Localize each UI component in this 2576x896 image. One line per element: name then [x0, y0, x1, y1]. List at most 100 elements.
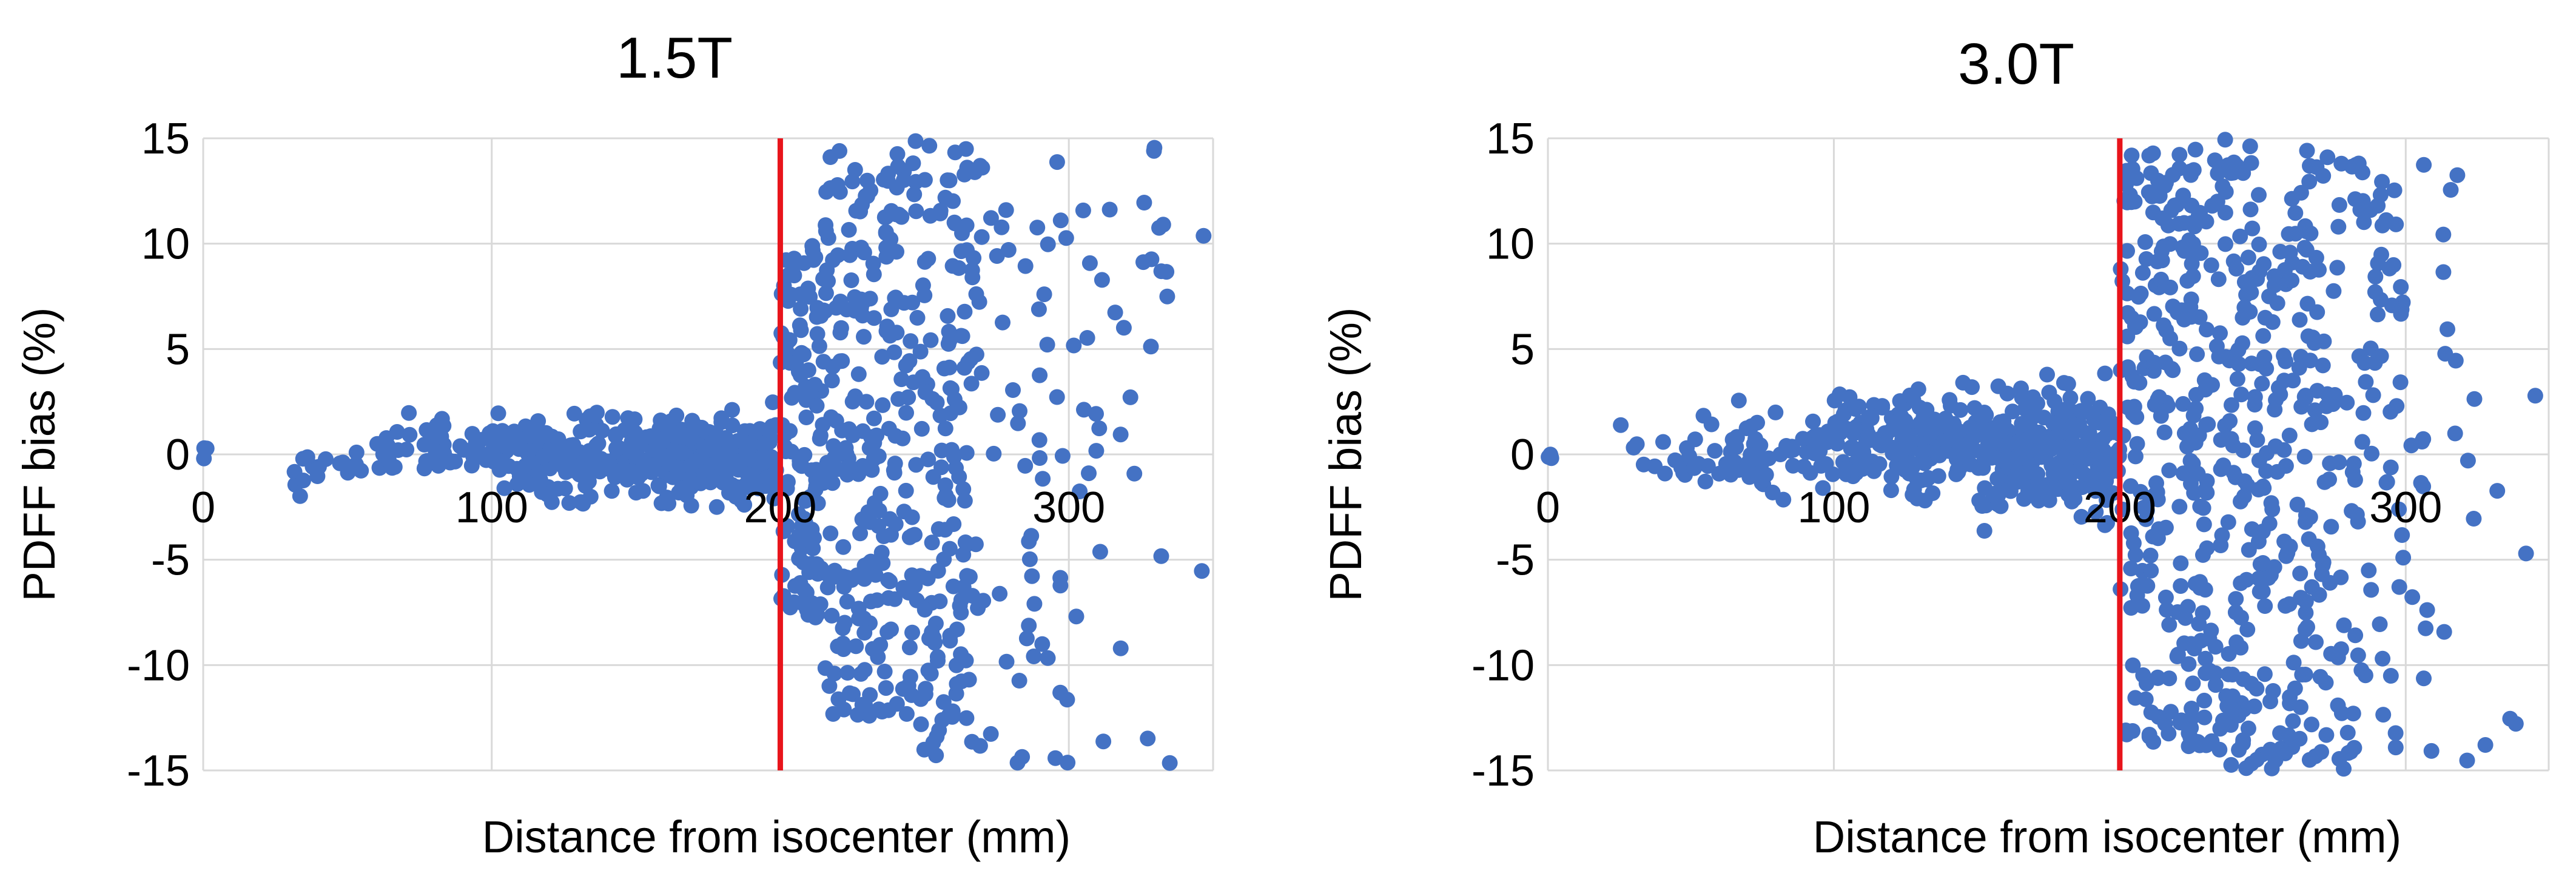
data-point — [850, 601, 867, 617]
data-point — [913, 716, 929, 732]
data-point — [2146, 306, 2162, 322]
data-point — [2314, 566, 2330, 582]
data-point — [900, 389, 916, 405]
x-tick-label: 0 — [191, 483, 215, 532]
data-point — [998, 202, 1014, 218]
data-point — [1052, 578, 1069, 594]
data-point — [2251, 187, 2267, 203]
data-point — [2229, 371, 2245, 387]
data-point — [2367, 269, 2384, 285]
data-point — [557, 480, 573, 497]
data-point — [2387, 725, 2404, 741]
data-point — [882, 328, 898, 344]
data-point — [957, 303, 973, 320]
data-point — [1107, 305, 1123, 321]
data-point — [1031, 432, 1048, 448]
data-point — [998, 653, 1015, 670]
data-point — [2145, 733, 2162, 750]
data-point — [2161, 670, 2177, 687]
data-point — [1112, 426, 1129, 443]
data-point — [817, 660, 833, 676]
y-tick-label: 15 — [141, 115, 190, 163]
data-point — [2161, 616, 2177, 633]
data-point — [604, 409, 620, 425]
data-point — [786, 268, 802, 284]
data-point — [833, 320, 849, 336]
data-point — [2232, 228, 2248, 244]
data-point — [2339, 394, 2355, 411]
data-point — [1017, 258, 1034, 274]
y-tick-label: -10 — [1471, 641, 1535, 690]
data-point — [937, 189, 953, 206]
y-axis-label: PDFF bias (%) — [14, 307, 64, 601]
data-point — [974, 229, 990, 245]
data-point — [957, 493, 973, 509]
data-point — [872, 485, 889, 502]
data-point — [2278, 458, 2294, 474]
data-point — [196, 440, 212, 456]
data-point — [683, 497, 699, 514]
data-point — [429, 427, 445, 443]
data-point — [2173, 578, 2189, 594]
data-point — [739, 466, 756, 482]
data-point — [853, 240, 869, 256]
data-point — [2287, 226, 2304, 242]
data-point — [917, 384, 933, 400]
data-point — [2150, 669, 2166, 685]
data-point — [2199, 485, 2215, 501]
data-point — [920, 451, 937, 468]
data-point — [2214, 527, 2230, 544]
data-point — [2384, 297, 2400, 314]
data-point — [2261, 570, 2276, 586]
data-point — [2179, 439, 2195, 455]
data-point — [1146, 143, 1162, 159]
data-point — [937, 477, 953, 493]
data-point — [2185, 675, 2201, 692]
data-point — [1048, 750, 1063, 766]
data-point — [2347, 627, 2364, 644]
data-point — [1992, 414, 2008, 430]
data-point — [2126, 374, 2142, 390]
data-point — [2276, 442, 2292, 458]
data-point — [1091, 420, 1108, 437]
data-point — [1874, 398, 1891, 414]
data-point — [1687, 431, 1703, 448]
data-point — [1039, 337, 1055, 353]
data-point — [825, 706, 841, 722]
data-point — [2330, 697, 2346, 713]
data-point — [822, 149, 839, 165]
data-point — [1920, 470, 1937, 486]
data-point — [2129, 436, 2145, 452]
data-point — [2217, 204, 2233, 221]
data-point — [1014, 749, 1031, 765]
data-point — [1095, 733, 1112, 750]
data-point — [1917, 493, 1933, 509]
data-point — [822, 525, 839, 542]
data-point — [2142, 547, 2159, 564]
data-point — [779, 474, 796, 490]
data-point — [930, 653, 946, 669]
data-point — [921, 138, 938, 154]
x-axis-label: Distance from isocenter (mm) — [482, 812, 1071, 862]
data-point — [950, 260, 967, 276]
data-point — [2039, 366, 2055, 383]
data-point — [2196, 692, 2213, 709]
data-point — [2244, 220, 2261, 237]
data-point — [2294, 667, 2310, 683]
data-point — [1153, 263, 1169, 280]
data-point — [1863, 410, 1880, 426]
data-point — [2210, 271, 2227, 288]
data-point — [861, 440, 878, 456]
y-tick-label: -10 — [127, 641, 190, 690]
data-point — [1196, 227, 1212, 244]
data-point — [902, 669, 918, 685]
data-point — [2151, 389, 2167, 405]
data-point — [2298, 389, 2314, 406]
data-point — [898, 706, 915, 722]
data-point — [2316, 474, 2333, 490]
data-point — [2139, 502, 2155, 519]
data-point — [1807, 437, 1823, 453]
data-point — [2125, 657, 2141, 673]
data-point — [509, 476, 525, 492]
data-point — [2435, 226, 2452, 243]
